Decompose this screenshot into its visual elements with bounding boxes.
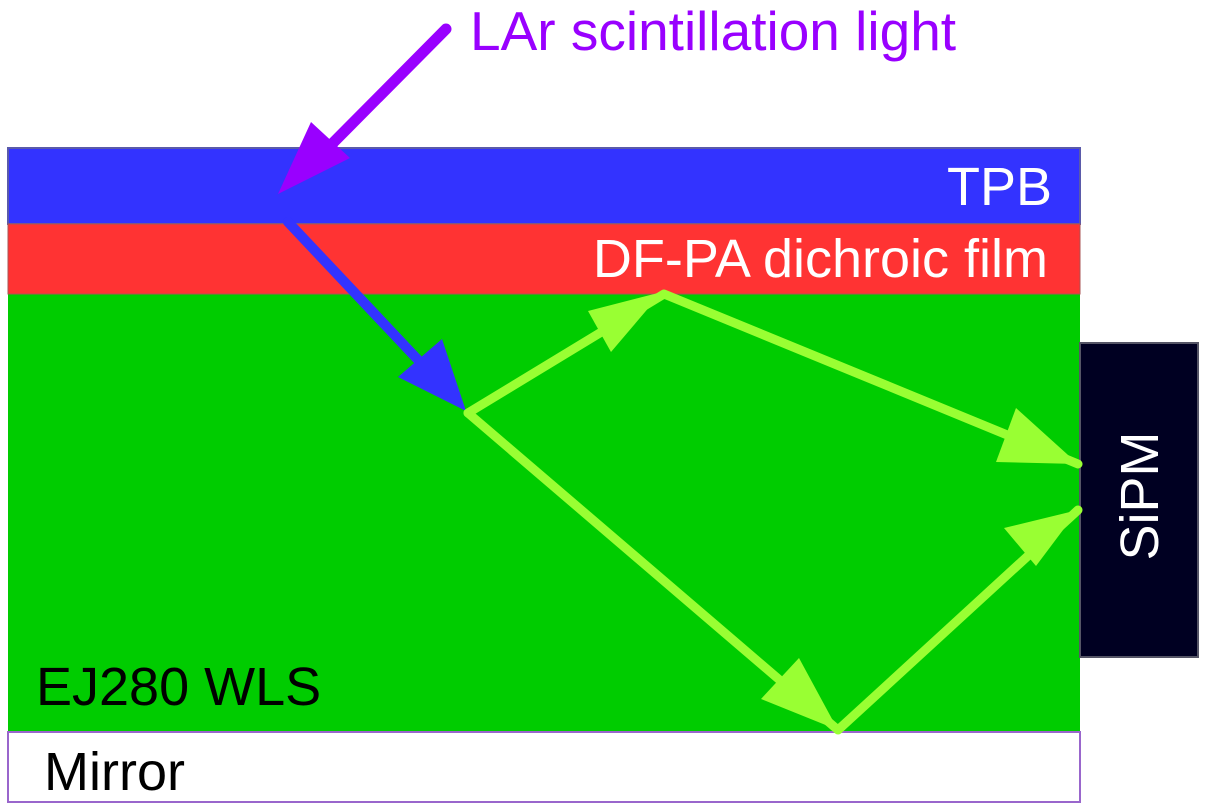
sipm-label: SiPM xyxy=(1110,431,1170,561)
dichroic-film-label: DF-PA dichroic film xyxy=(592,229,1048,289)
scintillation-light-arrow xyxy=(278,23,452,194)
mirror-label: Mirror xyxy=(44,742,185,802)
wls-path-upper xyxy=(463,289,1083,469)
tpb-emission-arrow xyxy=(283,217,466,411)
tpb-layer xyxy=(7,147,1081,225)
arrowhead-to-sipm-upper xyxy=(996,408,1078,464)
tpb-label: TPB xyxy=(946,157,1052,217)
arrowhead-up-to-film xyxy=(588,292,662,352)
wls-arrowheads xyxy=(588,292,1078,730)
sipm-block xyxy=(1079,342,1199,658)
wls-label: EJ280 WLS xyxy=(36,657,322,717)
arrowhead-to-sipm-lower xyxy=(1004,510,1078,566)
dichroic-film-layer xyxy=(7,223,1081,295)
mirror-layer xyxy=(7,731,1081,803)
arrowhead-down-to-mirror xyxy=(761,658,838,730)
source-label: LAr scintillation light xyxy=(470,0,957,62)
